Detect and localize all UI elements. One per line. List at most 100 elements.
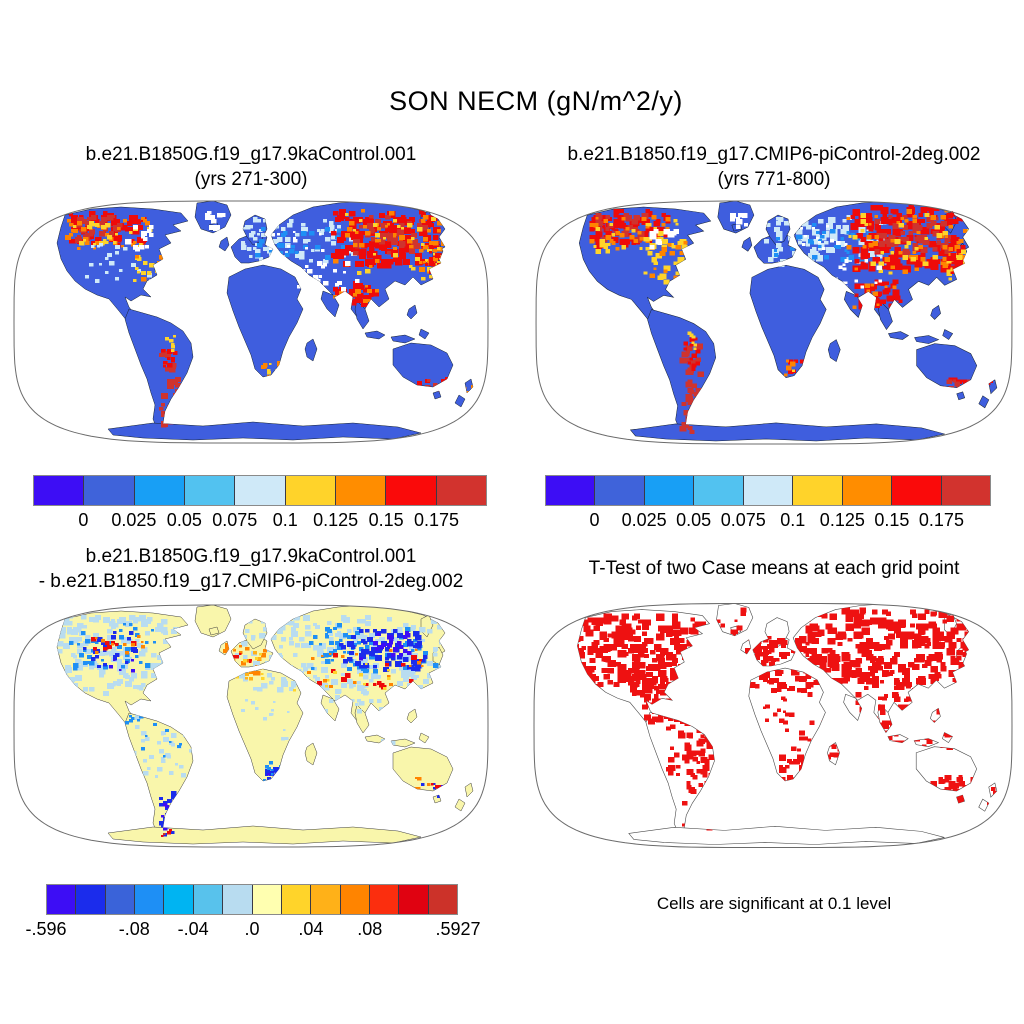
map-cell xyxy=(323,679,327,683)
map-cell xyxy=(902,265,911,273)
map-cell xyxy=(885,611,891,616)
map-cell xyxy=(433,783,436,786)
map-cell xyxy=(876,229,885,236)
map-cell xyxy=(131,643,135,647)
significance-note: Cells are significant at 0.1 level xyxy=(656,894,892,913)
map-cell xyxy=(898,746,904,752)
map-cell xyxy=(811,657,820,666)
map-cell xyxy=(808,375,813,380)
map-cell xyxy=(876,245,883,251)
map-cell xyxy=(838,241,845,247)
map-cell xyxy=(339,639,343,643)
map-cell xyxy=(799,736,804,741)
map-cell xyxy=(133,685,138,689)
map-cell xyxy=(682,670,690,676)
colorbar-segment xyxy=(340,885,370,914)
map-cell xyxy=(681,421,689,428)
map-cell xyxy=(371,241,377,246)
map-cell xyxy=(85,639,91,644)
map-cell xyxy=(914,633,922,641)
map-cell xyxy=(888,271,893,275)
map-cell xyxy=(930,215,937,220)
map-cell xyxy=(163,737,169,742)
map-cell xyxy=(411,675,417,680)
map-cell xyxy=(992,791,997,795)
map-cell xyxy=(77,637,83,642)
map-cell xyxy=(135,617,141,622)
map-cell xyxy=(685,345,693,352)
colorbar-tick-label: 0 xyxy=(78,510,89,530)
map-cell xyxy=(790,227,794,230)
map-cell xyxy=(932,793,937,797)
map-cell xyxy=(970,613,976,619)
map-cell xyxy=(291,671,296,675)
colorbar-tick-label: 0.175 xyxy=(918,510,964,530)
map-cell xyxy=(589,223,594,228)
map-cell xyxy=(161,825,164,828)
map-cell xyxy=(413,243,420,249)
map-cell xyxy=(821,647,829,654)
map-cell xyxy=(862,253,869,259)
map-cell xyxy=(109,621,116,627)
colorbar-segment xyxy=(105,885,136,914)
map-cell xyxy=(822,231,826,235)
map-cell xyxy=(299,637,305,642)
map-cell xyxy=(59,627,67,634)
map-cell xyxy=(95,279,100,283)
map-cell xyxy=(335,249,343,255)
map-cell xyxy=(685,349,691,354)
map-cell xyxy=(637,231,642,235)
map-cell xyxy=(425,263,429,266)
map-cell xyxy=(831,752,836,757)
map-cell xyxy=(415,667,421,672)
map-cell xyxy=(670,694,676,700)
map-cell xyxy=(790,361,796,367)
map-cell xyxy=(603,617,612,625)
map-cell xyxy=(687,267,693,272)
map-cell xyxy=(93,647,98,651)
map-cell xyxy=(807,647,812,652)
map-cell xyxy=(415,253,422,259)
map-cell xyxy=(691,353,697,359)
map-cell xyxy=(415,259,423,266)
map-cell xyxy=(892,295,899,301)
map-cell xyxy=(873,736,878,740)
map-cell xyxy=(799,730,805,736)
map-cell xyxy=(912,223,919,229)
map-cell xyxy=(171,817,174,819)
map-cell xyxy=(261,673,264,676)
map-cell xyxy=(820,235,825,239)
map-cell xyxy=(141,739,146,743)
map-cell xyxy=(123,219,127,223)
map-cell xyxy=(902,269,908,274)
map-cell xyxy=(776,237,780,241)
map-cell xyxy=(811,756,817,762)
map-cell xyxy=(165,729,169,733)
map-cell xyxy=(121,639,127,644)
map-cell xyxy=(251,701,255,705)
map-cell xyxy=(437,265,441,269)
map-panel-ttest xyxy=(533,602,1013,849)
map-cell xyxy=(415,789,419,792)
map-cell xyxy=(658,661,667,670)
map-cell xyxy=(908,205,915,210)
map-cell xyxy=(603,643,612,651)
map-cell xyxy=(896,631,904,638)
map-cell xyxy=(347,667,352,672)
map-cell xyxy=(433,787,436,790)
map-cell xyxy=(387,675,391,678)
map-cell xyxy=(611,237,619,244)
map-cell xyxy=(678,663,685,670)
map-cell xyxy=(627,647,635,654)
map-cell xyxy=(796,373,799,377)
map-cell xyxy=(137,635,141,639)
map-cell xyxy=(443,275,448,279)
map-cell xyxy=(235,675,239,679)
map-cell xyxy=(111,619,115,623)
map-cell xyxy=(827,742,833,747)
map-cell xyxy=(175,273,180,278)
map-cell xyxy=(199,755,203,758)
colorbar-boxes xyxy=(46,884,458,915)
map-cell xyxy=(433,227,441,234)
map-cell xyxy=(827,653,835,660)
